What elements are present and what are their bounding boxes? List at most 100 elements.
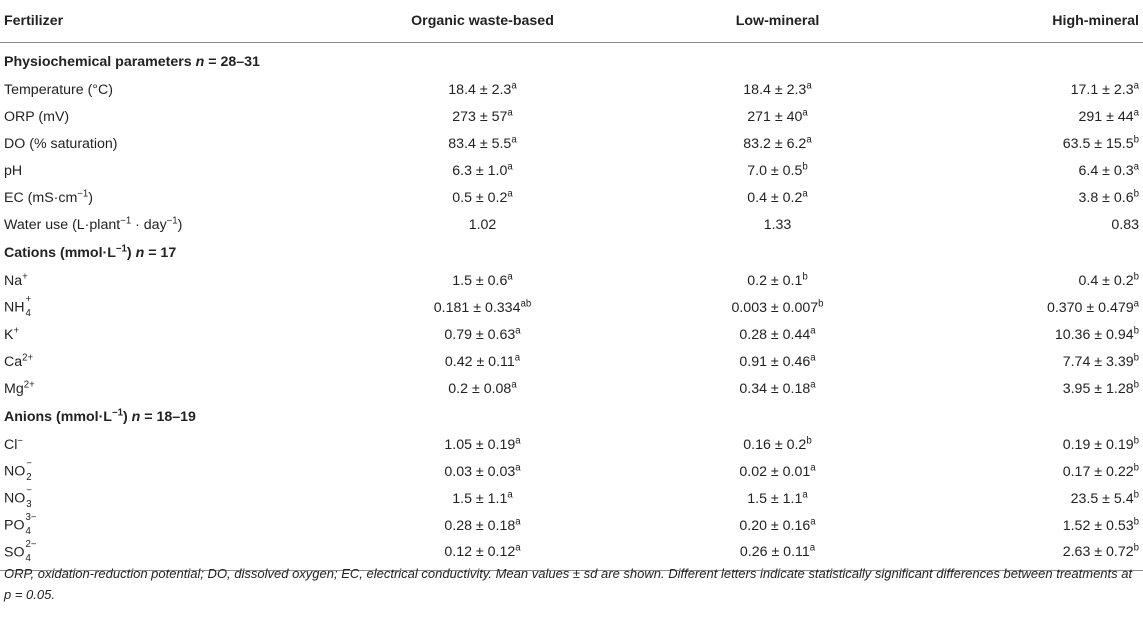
section-title-unit-close: ) (122, 408, 132, 425)
significance-letter: a (515, 515, 521, 527)
footnote-p-symbol: p (4, 587, 12, 602)
value-cell-high-mineral: 3.8 ± 0.6b (925, 184, 1143, 211)
mean-sd-value: 0.91 ± 0.46 (739, 353, 811, 370)
ion-charge-stack: −2 (26, 458, 32, 482)
mean-sd-value: 10.36 ± 0.94 (1054, 326, 1134, 343)
table-row: Ca2+ 0.42 ± 0.11a 0.91 ± 0.46a 7.74 ± 3.39b (0, 348, 1143, 375)
value-cell-high-mineral: 6.4 ± 0.3a (925, 157, 1143, 184)
significance-letter: a (810, 351, 816, 363)
significance-letter: b (1133, 187, 1139, 199)
section-title-prefix: Physiochemical parameters (4, 54, 196, 71)
significance-letter: b (1133, 378, 1139, 390)
header-organic-waste-based: Organic waste-based (411, 12, 554, 29)
significance-letter: a (810, 515, 816, 527)
mean-sd-value: 83.2 ± 6.2 (743, 135, 807, 152)
mean-sd-value: 0.20 ± 0.16 (739, 517, 811, 534)
mean-sd-value: 1.33 (763, 216, 792, 233)
parameter-superscript: + (13, 324, 20, 336)
significance-letter: b (806, 434, 812, 446)
value-cell-organic-waste-based: 0.181 ± 0.334ab (335, 294, 630, 321)
parameter-name: PO (4, 517, 25, 534)
significance-letter: b (1133, 270, 1139, 282)
significance-letter: a (511, 79, 517, 91)
value-cell-low-mineral: 0.20 ± 0.16a (630, 512, 925, 539)
ion-charge-stack: 2− 4 (25, 539, 37, 564)
parameter-label: Water use (L·plant−1 · day−1) (0, 211, 335, 238)
parameter-label: NO −3 (0, 485, 335, 512)
significance-letter: b (802, 270, 808, 282)
parameter-name-end: ) (177, 216, 183, 233)
value-cell-organic-waste-based: 1.5 ± 0.6a (335, 267, 630, 294)
ion-subscript: 4 (25, 552, 31, 564)
significance-letter: a (810, 461, 816, 473)
significance-letter: a (515, 461, 521, 473)
ion-charge: − (26, 458, 32, 470)
significance-letter: a (515, 434, 521, 446)
parameter-superscript: −1 (77, 187, 89, 199)
mean-sd-value: 0.17 ± 0.22 (1062, 463, 1134, 480)
ion-charge: 2− (25, 539, 37, 551)
value-cell-organic-waste-based: 83.4 ± 5.5a (335, 130, 630, 157)
table-row: DO (% saturation) 83.4 ± 5.5a 83.2 ± 6.2a 6… (0, 130, 1143, 157)
value-cell-low-mineral: 0.28 ± 0.44a (630, 321, 925, 348)
ion-charge: + (25, 294, 32, 306)
significance-letter: b (1133, 488, 1139, 500)
mean-sd-value: 1.02 (468, 216, 497, 233)
parameter-name: pH (4, 162, 23, 179)
mean-sd-value: 271 ± 40 (747, 108, 803, 125)
significance-letter: b (1133, 461, 1139, 473)
mean-sd-value: 18.4 ± 2.3 (448, 81, 512, 98)
significance-letter: a (806, 79, 812, 91)
parameter-name: Cl (4, 436, 18, 453)
value-cell-organic-waste-based: 273 ± 57a (335, 103, 630, 130)
mean-sd-value: 291 ± 44 (1078, 108, 1134, 125)
table-row: ORP (mV) 273 ± 57a 271 ± 40a 291 ± 44a (0, 103, 1143, 130)
value-cell-low-mineral: 1.33 (630, 211, 925, 238)
parameter-superscript: − (17, 434, 24, 446)
value-cell-high-mineral: 0.83 (925, 211, 1143, 238)
parameter-label: SO 2− 4 (0, 539, 335, 570)
significance-letter: a (507, 488, 513, 500)
table-row: K+ 0.79 ± 0.63a 0.28 ± 0.44a 10.36 ± 0.94b (0, 321, 1143, 348)
value-cell-organic-waste-based: 0.2 ± 0.08a (335, 375, 630, 402)
table-row: Cl− 1.05 ± 0.19a 0.16 ± 0.2b 0.19 ± 0.19b (0, 431, 1143, 458)
parameter-name: Mg (4, 380, 24, 397)
mean-sd-value: 1.5 ± 1.1 (747, 490, 803, 507)
value-cell-high-mineral: 2.63 ± 0.72b (925, 539, 1143, 570)
value-cell-organic-waste-based: 18.4 ± 2.3a (335, 76, 630, 103)
significance-letter: a (802, 106, 808, 118)
section-title-n-range: = 17 (144, 244, 177, 261)
mean-sd-value: 1.5 ± 0.6 (452, 272, 508, 289)
significance-letter: a (810, 378, 816, 390)
section-title-prefix: Cations (mmol·L (4, 244, 116, 261)
parameter-name: NO (4, 463, 26, 480)
mean-sd-value: 0.4 ± 0.2 (1078, 272, 1134, 289)
mean-sd-value: 0.19 ± 0.19 (1062, 436, 1134, 453)
table-row: SO 2− 4 0.12 ± 0.12a 0.26 ± 0.11a 2.63 ± 0.72… (0, 539, 1143, 570)
value-cell-low-mineral: 0.16 ± 0.2b (630, 431, 925, 458)
mean-sd-value: 0.2 ± 0.08 (448, 380, 512, 397)
parameter-name: SO (4, 544, 25, 560)
significance-letter: b (1133, 434, 1139, 446)
parameter-label: NH +4 (0, 294, 335, 321)
mean-sd-value: 273 ± 57 (452, 108, 508, 125)
value-cell-low-mineral: 0.34 ± 0.18a (630, 375, 925, 402)
table-footnote: ORP, oxidation-reduction potential; DO, … (4, 563, 1139, 605)
value-cell-low-mineral: 0.02 ± 0.01a (630, 458, 925, 485)
section-title: Physiochemical parameters n = 28–31 (0, 42, 1143, 76)
mean-sd-value: 3.95 ± 1.28 (1062, 380, 1134, 397)
significance-letter: ab (520, 297, 532, 309)
value-cell-low-mineral: 1.5 ± 1.1a (630, 485, 925, 512)
value-cell-low-mineral: 0.4 ± 0.2a (630, 184, 925, 211)
value-cell-high-mineral: 0.17 ± 0.22b (925, 458, 1143, 485)
section-title: Anions (mmol·L−1) n = 18–19 (0, 402, 1143, 431)
section-title-unit-exponent: −1 (115, 242, 127, 254)
parameter-name: NH (4, 299, 25, 316)
mean-sd-value: 1.5 ± 1.1 (452, 490, 508, 507)
mean-sd-value: 0.003 ± 0.007 (731, 299, 819, 316)
value-cell-organic-waste-based: 0.28 ± 0.18a (335, 512, 630, 539)
significance-letter: b (1133, 324, 1139, 336)
mean-sd-value: 3.8 ± 0.6 (1078, 189, 1134, 206)
value-cell-low-mineral: 18.4 ± 2.3a (630, 76, 925, 103)
results-table: Fertilizer Organic waste-based Low-miner… (0, 12, 1143, 570)
